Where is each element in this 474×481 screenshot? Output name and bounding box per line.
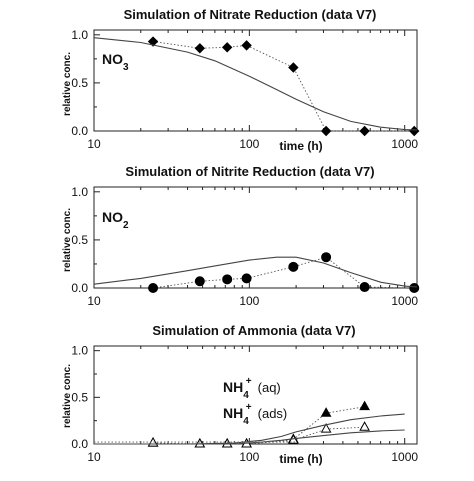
- nitrate-data-point: [147, 36, 159, 47]
- nitrate-xtick-label: 10: [87, 137, 101, 151]
- ammonia-ylabel: relative conc.: [62, 364, 73, 428]
- nitrate-data-point: [288, 62, 299, 73]
- ammonia-panel: Simulation of Ammonia (data V7) relative…: [62, 323, 418, 466]
- nitrite-data-point: [359, 282, 370, 293]
- nitrate-annotation-sub: 3: [123, 62, 129, 73]
- nitrate-ytick-label: 1.0: [71, 28, 88, 42]
- ammonia-ytick-label: 0.0: [71, 437, 88, 451]
- ammonia-ytick-label: 1.0: [71, 344, 88, 358]
- nh4-ads-sub: 4: [243, 416, 249, 427]
- nh4-aq-main: NH: [223, 379, 243, 395]
- ammonia-data-connector-1: [153, 426, 365, 445]
- nh4-aq-sup: +: [246, 376, 252, 387]
- nitrite-ylabel: relative conc.: [62, 208, 73, 272]
- nitrate-panel: Simulation of Nitrate Reduction (data V7…: [62, 7, 420, 153]
- nh4-aq-paren: (aq): [258, 380, 281, 395]
- nitrate-data-point: [221, 42, 233, 53]
- nitrite-ytick-label: 0.0: [71, 281, 88, 295]
- nitrate-xtick-label: 100: [239, 137, 259, 151]
- ammonia-xtick-label: 100: [239, 450, 259, 464]
- nitrate-title: Simulation of Nitrate Reduction (data V7…: [124, 7, 377, 22]
- ammonia-xtick-label: 1000: [391, 450, 418, 464]
- nitrate-xlabel: time (h): [279, 139, 322, 153]
- nitrite-xtick-label: 10: [87, 294, 101, 308]
- nitrite-ytick-label: 0.5: [71, 233, 88, 247]
- ammonia-data-point-filled: [320, 407, 332, 417]
- nitrate-data-point: [241, 40, 252, 51]
- nh4-ads-paren: (ads): [258, 406, 288, 421]
- ammonia-data-point-open: [359, 421, 370, 431]
- ammonia-ytick-label: 0.5: [71, 390, 88, 404]
- nitrate-data-point: [359, 125, 370, 137]
- nitrate-annotation-main: NO: [102, 51, 123, 67]
- nitrite-xtick-label: 1000: [391, 294, 418, 308]
- nitrate-ylabel: relative conc.: [62, 52, 73, 116]
- nh4-ads-main: NH: [223, 405, 243, 421]
- ammonia-data-point-open: [194, 437, 206, 448]
- nitrite-ytick-label: 1.0: [71, 185, 88, 199]
- nitrate-plot-frame: [93, 29, 418, 132]
- nitrate-data-point: [194, 43, 206, 54]
- nitrite-data-point: [288, 261, 299, 272]
- nitrite-annotation-main: NO: [102, 209, 123, 225]
- nitrate-ytick-label: 0.5: [71, 76, 88, 90]
- ammonia-plot-frame: [93, 345, 418, 445]
- nitrate-xtick-label: 1000: [391, 137, 418, 151]
- nitrite-data-point: [194, 276, 205, 287]
- nitrite-data-point: [321, 252, 332, 263]
- ammonia-data-point-filled: [359, 400, 370, 411]
- nitrate-ytick-label: 0.0: [71, 124, 88, 138]
- ammonia-title: Simulation of Ammonia (data V7): [152, 323, 355, 338]
- nitrite-title: Simulation of Nitrite Reduction (data V7…: [125, 164, 374, 179]
- nitrite-annotation: NO2: [102, 209, 129, 231]
- nitrite-data-point: [148, 283, 159, 293]
- nitrate-annotation: NO3: [102, 51, 129, 73]
- nitrite-annotation-sub: 2: [123, 220, 129, 231]
- nitrite-data-point: [241, 273, 252, 284]
- nitrite-data-point: [222, 274, 233, 285]
- nitrite-data-connector-0: [153, 256, 415, 289]
- ammonia-model-curve-3: [94, 429, 405, 445]
- nitrite-model-curve-1: [93, 256, 418, 288]
- nh4-aq-annotation: NH4 + (aq): [223, 376, 281, 401]
- nitrate-data-connector-0: [153, 41, 415, 132]
- nitrite-xtick-label: 100: [239, 294, 259, 308]
- nh4-ads-sup: +: [246, 402, 252, 413]
- nitrite-panel: Simulation of Nitrite Reduction (data V7…: [62, 164, 420, 308]
- nitrate-data-point: [320, 125, 332, 137]
- nitrite-plot-frame: [93, 186, 418, 289]
- nitrite-data-point: [409, 283, 420, 293]
- nitrate-model-curve-1: [93, 37, 418, 131]
- nh4-aq-sub: 4: [243, 390, 249, 401]
- ammonia-data-point-open: [320, 423, 332, 433]
- ammonia-xtick-label: 10: [87, 450, 101, 464]
- ammonia-data-point-open: [147, 437, 159, 447]
- nh4-ads-annotation: NH4 + (ads): [223, 402, 287, 427]
- ammonia-xlabel: time (h): [279, 452, 322, 466]
